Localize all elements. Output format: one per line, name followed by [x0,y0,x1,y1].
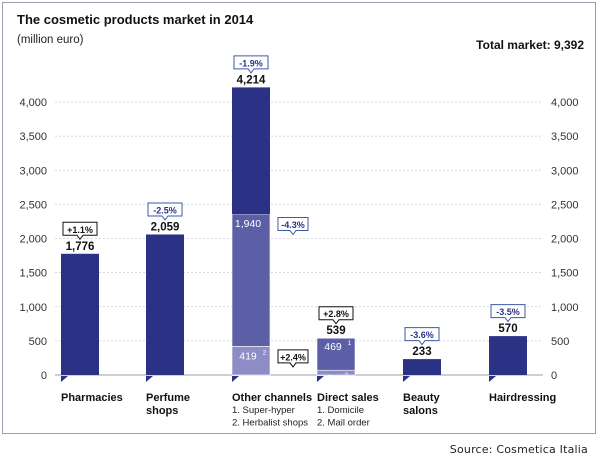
y-tick-label-left: 1,500 [19,268,47,280]
y-tick-label-right: 0 [551,370,557,382]
labels-layer: 0 0 500 500 1,000 1,000 1,500 1,500 2,000 2,000 2,… [19,55,579,429]
category-marker [232,376,239,382]
y-tick-label-right: 1,000 [551,302,579,314]
category-label: Direct sales [317,392,379,404]
chart-subtitle: (million euro) [17,34,84,46]
segment-footnote-mark: 2 [263,349,267,356]
segment-change-badge-text: +2.4% [280,352,306,362]
y-tick-label-right: 3,500 [551,131,579,143]
category-marker [403,376,410,382]
segment-footnote-mark: 1 [348,340,352,347]
bar [232,87,270,214]
segment-change-badge-text: -4.3% [281,220,305,230]
bar [146,234,184,375]
change-badge: -3.5% [490,304,526,323]
bar-value-label: 233 [412,346,431,358]
change-badge-text: -3.5% [496,307,520,317]
category-note: 1. Super-hyper [232,405,295,416]
segment-value-label: 70 [327,373,339,385]
category-label-line2: shops [146,405,178,417]
y-tick-label-right: 3,000 [551,165,579,177]
y-tick-label-right: 2,500 [551,199,579,211]
segment-value-label: 419 [239,350,257,362]
category-marker [489,376,496,382]
category-note: 2. Mail order [317,418,370,429]
change-badge-box [318,306,354,325]
bar [489,336,527,375]
change-badge-text: -3.6% [410,330,434,340]
category-note: 1. Domicile [317,405,364,416]
change-badge-box [62,221,98,241]
bar [403,359,441,375]
change-badge: -3.6% [404,327,440,346]
bar-value-label: 2,059 [151,221,180,233]
segment-change-badge-box [277,349,309,368]
change-badge: -1.9% [233,55,269,74]
segment-value-label: 469 [324,341,342,353]
change-badge: +2.8% [318,306,354,325]
change-badge-box [404,327,440,346]
y-tick-label-left: 500 [29,336,47,348]
category-label: Other channels [232,392,312,404]
bar-segment [231,213,271,347]
source-note: Source: Cosmetica Italia [449,443,588,456]
bar-value-label: 570 [498,323,517,335]
category-label-line2: salons [403,405,438,417]
category-note: 2. Herbalist shops [232,418,308,429]
change-badge-box [233,55,269,74]
bar [61,253,99,375]
chart-frame: The cosmetic products market in 2014 (mi… [2,2,596,434]
bar-value-label: 4,214 [237,74,266,86]
change-badge-box [490,304,526,323]
bars-layer [61,87,527,382]
category-marker [146,376,153,382]
change-badge-text: -1.9% [239,58,263,68]
y-tick-label-left: 1,000 [19,302,47,314]
bar-value-label: 539 [326,325,345,337]
chart-title: The cosmetic products market in 2014 [17,12,254,27]
grid-layer [55,101,543,376]
category-label: Beauty [403,392,441,404]
y-tick-label-left: 3,500 [19,131,47,143]
y-tick-label-right: 500 [551,336,569,348]
segment-footnote-mark: 2 [344,372,348,379]
y-tick-label-left: 2,500 [19,199,47,211]
y-tick-label-right: 2,000 [551,234,579,246]
bar-segment [316,337,356,371]
segment-footnote-mark: 1 [269,217,273,224]
segment-change-badge: -4.3% [277,216,309,236]
y-tick-label-left: 4,000 [19,97,47,109]
total-market-label: Total market: 9,392 [476,38,584,52]
change-badge-text: +2.8% [323,309,349,319]
change-badge-text: +1.1% [67,225,93,235]
y-tick-label-left: 3,000 [19,165,47,177]
change-badge-text: -2.5% [153,205,177,215]
change-badge-box [147,202,183,221]
y-tick-label-right: 1,500 [551,268,579,280]
y-tick-label-right: 4,000 [551,97,579,109]
change-badge: +1.1% [62,221,98,241]
category-label: Hairdressing [489,392,556,404]
segment-change-badge-box [277,216,309,236]
category-marker [61,376,68,382]
y-tick-label-left: 2,000 [19,234,47,246]
bar-value-label: 1,776 [66,241,95,253]
category-label: Perfume [146,392,190,404]
segment-value-label: 1,940 [235,218,261,230]
segment-change-badge: +2.4% [277,349,309,368]
category-label: Pharmacies [61,392,123,404]
y-tick-label-left: 0 [41,370,47,382]
chart: The cosmetic products market in 2014 (mi… [17,12,584,429]
category-marker [317,376,324,382]
change-badge: -2.5% [147,202,183,221]
